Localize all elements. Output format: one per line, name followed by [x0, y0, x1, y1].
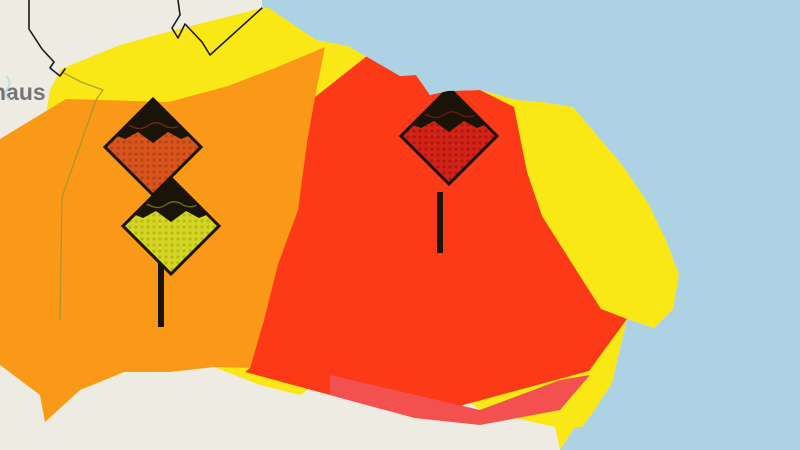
svg-text:naus: naus — [0, 79, 46, 105]
